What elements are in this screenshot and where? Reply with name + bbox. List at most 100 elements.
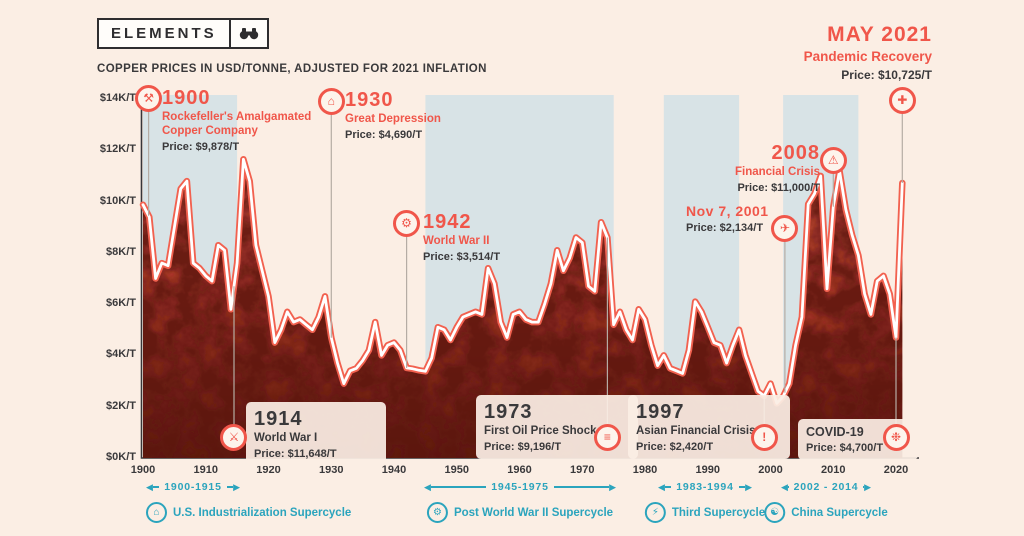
x-axis-label: 1900 bbox=[130, 464, 156, 476]
elements-logo-text: ELEMENTS bbox=[111, 25, 217, 42]
arrow-line bbox=[152, 486, 160, 488]
annotation-year: 1942 bbox=[423, 211, 472, 233]
annotation-price: Price: $2,420/T bbox=[636, 440, 714, 453]
y-axis-label: $2K/T bbox=[106, 399, 136, 412]
arrow-line bbox=[430, 486, 487, 488]
arrow-line bbox=[226, 486, 234, 488]
supercycle-range: 1900-1915 bbox=[164, 481, 222, 493]
covid-virus-icon: ❉ bbox=[882, 423, 910, 451]
arrow-left-icon: ◀ bbox=[658, 481, 665, 492]
factory-icon: ⌂ bbox=[146, 502, 167, 523]
annotation-title: World War II bbox=[423, 235, 490, 247]
y-axis-label: $4K/T bbox=[106, 348, 136, 361]
arrow-right-icon: ▶ bbox=[864, 481, 872, 492]
arrow-line bbox=[738, 486, 746, 488]
annotation-year: Nov 7, 2001 bbox=[686, 203, 769, 219]
arrow-line bbox=[664, 486, 672, 488]
annotation-year: 1930 bbox=[345, 89, 394, 111]
annotation-title: Rockefeller's Amalgamated Copper Company bbox=[162, 111, 312, 137]
arrow-line bbox=[863, 486, 865, 488]
oil-shock-icon: ≡ bbox=[593, 423, 621, 451]
annotation-1914: 1914 World War I Price: $11,648/T bbox=[246, 402, 386, 466]
annotation-title: COVID-19 bbox=[806, 425, 864, 439]
x-axis-label: 2020 bbox=[883, 464, 909, 476]
supercycle-caption: ⚙ Post World War II Supercycle bbox=[426, 502, 614, 523]
x-axis-label: 1980 bbox=[632, 464, 658, 476]
x-axis-label: 2000 bbox=[758, 464, 783, 476]
arrow-right-icon: ▶ bbox=[233, 481, 241, 492]
elements-logo: ELEMENTS bbox=[97, 18, 269, 49]
x-axis-label: 1970 bbox=[570, 464, 595, 476]
asian-crisis-icon: ! bbox=[750, 423, 778, 451]
annotation-2008: 2008 Financial Crisis Price: $11,000/T bbox=[698, 141, 820, 195]
supercycle-range: 1945-1975 bbox=[491, 481, 549, 493]
annotation-price: Price: $4,690/T bbox=[345, 128, 423, 141]
supercycle-range: 1983-1994 bbox=[676, 481, 734, 493]
x-axis-label: 1940 bbox=[381, 464, 407, 476]
annotation-title: Great Depression bbox=[345, 113, 441, 125]
supercycle-range: 2002 - 2014 bbox=[793, 481, 859, 493]
annotation-title: First Oil Price Shock bbox=[484, 425, 597, 437]
nov-2001-icon: ✈ bbox=[771, 214, 799, 242]
x-axis-label: 1950 bbox=[444, 464, 469, 476]
bolt-icon: ⚡ bbox=[644, 502, 666, 523]
annotation-price: Price: $11,648/T bbox=[254, 447, 337, 460]
annotation-1942: 1942 World War II Price: $3,514/T bbox=[423, 210, 533, 264]
supercycle-label: Third Supercycle bbox=[671, 506, 766, 519]
x-axis-label: 1960 bbox=[507, 464, 532, 476]
annotation-year: 2008 bbox=[771, 142, 820, 164]
supercycle-label: U.S. Industrialization Supercycle bbox=[173, 506, 352, 519]
gear-icon: ⚙ bbox=[426, 502, 448, 523]
x-axis-label: 1990 bbox=[695, 464, 720, 476]
annotation-year: 1900 bbox=[162, 87, 211, 109]
annotation-title: World War I bbox=[254, 432, 318, 444]
annotation-price: Price: $9,196/T bbox=[484, 440, 562, 453]
arrow-line bbox=[787, 486, 789, 488]
supercycle-label: Post World War II Supercycle bbox=[453, 506, 614, 519]
x-axis-label: 1930 bbox=[319, 464, 344, 476]
supercycle-label: China Supercycle bbox=[791, 506, 888, 519]
y-axis-label: $14K/T bbox=[99, 92, 136, 104]
annotation-may-2021: MAY 2021 Pandemic Recovery Price: $10,72… bbox=[804, 22, 932, 83]
x-axis-label: 1920 bbox=[256, 464, 281, 476]
annotation-year: 1997 bbox=[636, 401, 685, 423]
supercycle-arrow: ◀ 1900-1915 ▶ bbox=[146, 481, 240, 493]
supercycle-caption: ⌂ U.S. Industrialization Supercycle bbox=[146, 502, 351, 523]
annotation-price: Price: $10,725/T bbox=[841, 68, 932, 83]
supercycle-caption: ☯ China Supercycle bbox=[764, 502, 888, 523]
annotation-nov-2001: Nov 7, 2001 Price: $2,134/T bbox=[686, 203, 806, 235]
binoculars-icon bbox=[228, 20, 267, 47]
annotation-price: Price: $4,700/T bbox=[806, 442, 884, 454]
arrow-right-icon: ▶ bbox=[609, 481, 617, 492]
yinyang-icon: ☯ bbox=[764, 502, 786, 523]
annotation-1900: 1900 Rockefeller's Amalgamated Copper Co… bbox=[162, 86, 330, 154]
annotation-price: Price: $2,134/T bbox=[686, 221, 764, 234]
y-axis-label: $0K/T bbox=[106, 451, 136, 463]
arrow-line bbox=[553, 486, 610, 488]
y-axis-label: $10K/T bbox=[99, 194, 136, 207]
arrow-right-icon: ▶ bbox=[745, 481, 753, 492]
supercycle-arrow: ◀ 1945-1975 ▶ bbox=[424, 481, 616, 493]
x-axis-label: 1910 bbox=[193, 464, 218, 476]
arrow-left-icon: ◀ bbox=[781, 481, 788, 492]
mining-company-icon: ⚒ bbox=[135, 84, 163, 112]
y-axis-label: $6K/T bbox=[106, 297, 136, 310]
supercycle-caption: ⚡ Third Supercycle bbox=[644, 502, 766, 523]
x-axis-label: 2010 bbox=[821, 464, 846, 476]
y-axis-label: $8K/T bbox=[106, 245, 136, 258]
world-war-1-icon: ⚔ bbox=[220, 423, 248, 451]
annotation-year: 1973 bbox=[484, 401, 533, 423]
annotation-year: MAY 2021 bbox=[827, 23, 932, 46]
pandemic-recovery-icon: ✚ bbox=[888, 86, 916, 114]
annotation-price: Price: $9,878/T bbox=[162, 140, 240, 153]
arrow-left-icon: ◀ bbox=[146, 481, 153, 492]
annotation-price: Price: $11,000/T bbox=[737, 181, 820, 194]
y-axis-label: $12K/T bbox=[99, 143, 136, 156]
annotation-year: 1914 bbox=[254, 408, 303, 430]
supercycle-arrow: ◀ 1983-1994 ▶ bbox=[658, 481, 752, 493]
annotation-title: Asian Financial Crisis bbox=[636, 425, 756, 437]
annotation-title: Pandemic Recovery bbox=[803, 49, 932, 65]
annotation-price: Price: $3,514/T bbox=[423, 250, 501, 263]
annotation-title: Financial Crisis bbox=[734, 166, 820, 178]
